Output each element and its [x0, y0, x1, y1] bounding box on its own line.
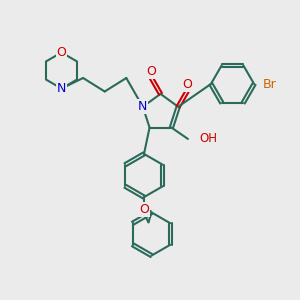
Text: Br: Br	[262, 77, 276, 91]
Text: OH: OH	[199, 132, 217, 146]
Text: N: N	[138, 100, 148, 113]
Text: O: O	[139, 203, 149, 216]
Text: O: O	[182, 78, 192, 91]
Text: O: O	[147, 65, 156, 78]
Text: N: N	[57, 82, 66, 95]
Text: O: O	[57, 46, 66, 59]
